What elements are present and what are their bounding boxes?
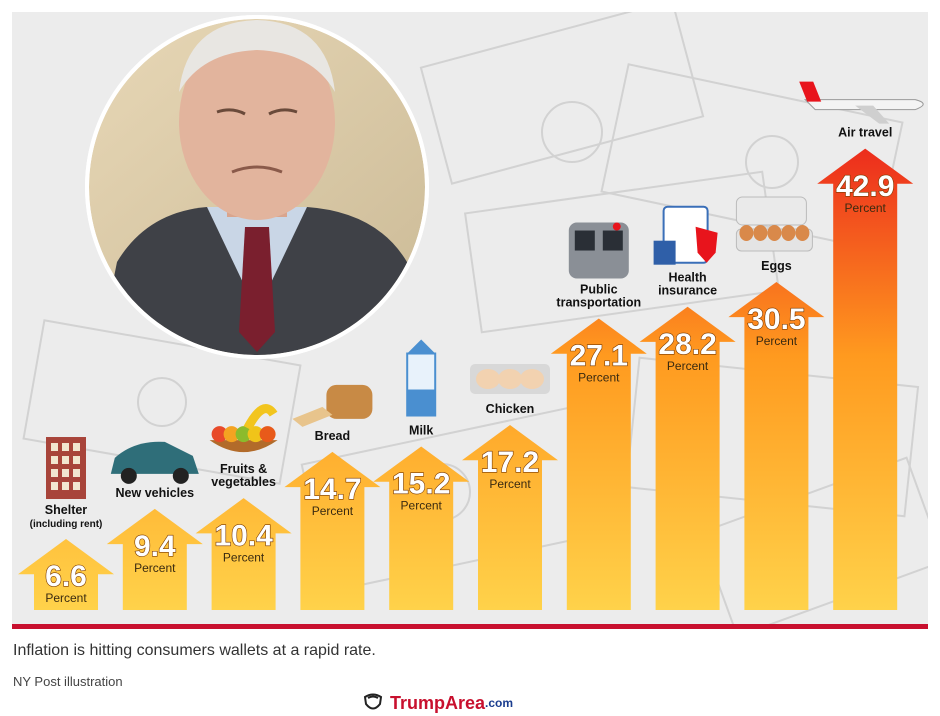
watermark-name: TrumpArea <box>390 692 486 713</box>
value-label: 17.2 <box>481 446 539 479</box>
chicken-tray-icon <box>470 364 550 395</box>
category-label: (including rent) <box>30 519 103 530</box>
unit-label: Percent <box>845 201 887 215</box>
value-label: 14.7 <box>303 473 361 506</box>
category-label: New vehicles <box>116 486 195 500</box>
category-label: Shelter <box>45 503 88 517</box>
infographic: 6.6 Percent Shelter (including rent) 9.4 Perc… <box>12 12 928 624</box>
bar-arrow <box>18 539 114 610</box>
unit-label: Percent <box>223 550 265 564</box>
bar-arrow <box>639 306 736 610</box>
unit-label: Percent <box>45 591 87 605</box>
value-label: 10.4 <box>214 519 273 552</box>
value-label: 28.2 <box>658 328 716 361</box>
bar-arrow <box>817 148 914 610</box>
bar-arrow <box>195 498 292 610</box>
category-label: Bread <box>315 429 350 443</box>
unit-label: Percent <box>578 371 620 385</box>
watermark: TrumpArea .com <box>362 690 513 716</box>
category-label: Chicken <box>486 402 535 416</box>
watermark-suffix: .com <box>485 696 514 710</box>
unit-label: Percent <box>489 477 531 491</box>
unit-label: Percent <box>134 561 176 575</box>
unit-label: Percent <box>312 504 354 518</box>
category-label: Milk <box>409 424 433 438</box>
value-label: 6.6 <box>45 560 87 593</box>
bar-arrow <box>462 425 558 610</box>
milk-carton-icon <box>406 339 437 417</box>
health-insurance-icon <box>653 205 718 265</box>
value-label: 15.2 <box>392 468 450 501</box>
egg-carton-icon <box>735 196 813 252</box>
watermark-logo-icon <box>363 693 383 710</box>
unit-label: Percent <box>756 334 798 348</box>
fruit-bowl-icon <box>209 404 278 453</box>
bar-arrow <box>284 451 381 610</box>
building-icon <box>46 437 86 500</box>
bar-arrow <box>550 318 647 610</box>
bread-icon <box>292 384 373 427</box>
car-icon <box>110 441 199 484</box>
unit-label: Percent <box>667 359 709 373</box>
red-rule <box>12 624 928 629</box>
value-label: 42.9 <box>836 170 894 203</box>
category-label: Fruits & <box>220 462 267 476</box>
caption: Inflation is hitting consumers wallets a… <box>13 642 376 659</box>
portrait-photo <box>85 15 429 359</box>
category-label: Public <box>580 283 618 297</box>
category-label: vegetables <box>211 475 276 489</box>
category-label: Eggs <box>761 259 792 273</box>
value-label: 27.1 <box>570 340 628 373</box>
category-label: Health <box>668 271 706 285</box>
value-label: 30.5 <box>747 303 805 336</box>
bar-arrow <box>373 446 470 610</box>
value-label: 9.4 <box>134 530 176 563</box>
subway-train-icon <box>568 222 629 279</box>
category-label: transportation <box>556 296 641 310</box>
credit: NY Post illustration <box>13 674 123 689</box>
category-label: insurance <box>658 284 717 298</box>
bar-arrow <box>106 508 203 610</box>
bar-arrow <box>728 281 825 610</box>
category-label: Air travel <box>838 126 892 140</box>
airplane-icon <box>799 81 924 124</box>
unit-label: Percent <box>401 499 443 513</box>
